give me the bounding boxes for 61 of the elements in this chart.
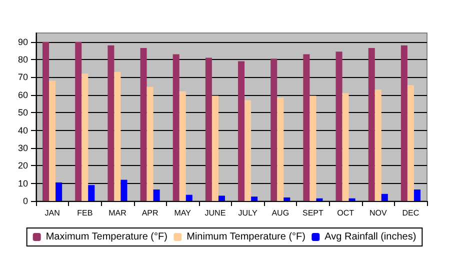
- bar: [88, 185, 95, 201]
- bar: [238, 61, 245, 201]
- x-tick-label: AUG: [272, 208, 290, 218]
- x-tick-label: SEPT: [302, 208, 324, 218]
- bar: [251, 196, 258, 201]
- bar: [75, 42, 82, 201]
- y-tick-label: 70: [18, 72, 28, 82]
- bar: [381, 194, 388, 201]
- bar: [140, 48, 147, 201]
- y-tick-label: 80: [18, 54, 28, 65]
- bar: [342, 93, 349, 201]
- bar: [218, 196, 225, 201]
- legend-label: Minimum Temperature (°F): [186, 232, 306, 242]
- bar: [310, 96, 316, 201]
- bar: [120, 180, 128, 201]
- bar: [172, 54, 180, 201]
- bar: [146, 86, 154, 201]
- x-tick-label: MAY: [174, 208, 192, 218]
- x-tick-label: JUNE: [204, 208, 226, 218]
- bar: [374, 90, 382, 201]
- bar: [82, 74, 88, 201]
- bar: [277, 98, 284, 201]
- legend-label: Avg Rainfall (inches): [324, 232, 416, 242]
- bar: [212, 96, 218, 201]
- y-tick-label: 30: [18, 142, 28, 153]
- legend-label: Maximum Temperature (°F): [46, 232, 168, 242]
- bar: [400, 45, 408, 201]
- x-tick-label: MAR: [108, 208, 127, 218]
- y-tick-label: 50: [18, 108, 28, 118]
- x-tick-label: OCT: [337, 208, 354, 218]
- x-tick-label: DEC: [402, 208, 420, 218]
- bar: [179, 91, 186, 201]
- bar: [114, 72, 121, 201]
- y-tick-label: 90: [18, 36, 28, 47]
- bar: [368, 48, 375, 201]
- x-tick-label: JAN: [44, 208, 60, 218]
- bar: [42, 42, 50, 201]
- bar: [153, 190, 160, 201]
- y-tick-label: 60: [18, 90, 28, 100]
- bar: [108, 45, 114, 201]
- y-tick-label: 0: [22, 196, 28, 206]
- x-tick-label: NOV: [369, 208, 388, 218]
- x-tick-label: JULY: [238, 208, 258, 218]
- y-tick-label: 40: [18, 125, 28, 136]
- bar: [205, 58, 212, 201]
- y-tick-label: 20: [18, 160, 28, 171]
- bar: [316, 198, 323, 201]
- bar: [414, 190, 420, 201]
- bar: [244, 100, 252, 201]
- bar: [186, 194, 192, 201]
- bar: [348, 198, 356, 201]
- bar: [336, 52, 342, 201]
- bar: [407, 85, 414, 201]
- y-tick-label: 10: [18, 178, 28, 188]
- bar: [303, 54, 310, 201]
- x-tick-label: FEB: [77, 208, 93, 218]
- bar: [56, 182, 62, 201]
- x-tick-label: APR: [142, 208, 158, 218]
- bar: [270, 58, 278, 201]
- bar: [284, 197, 290, 201]
- bar: [49, 80, 56, 201]
